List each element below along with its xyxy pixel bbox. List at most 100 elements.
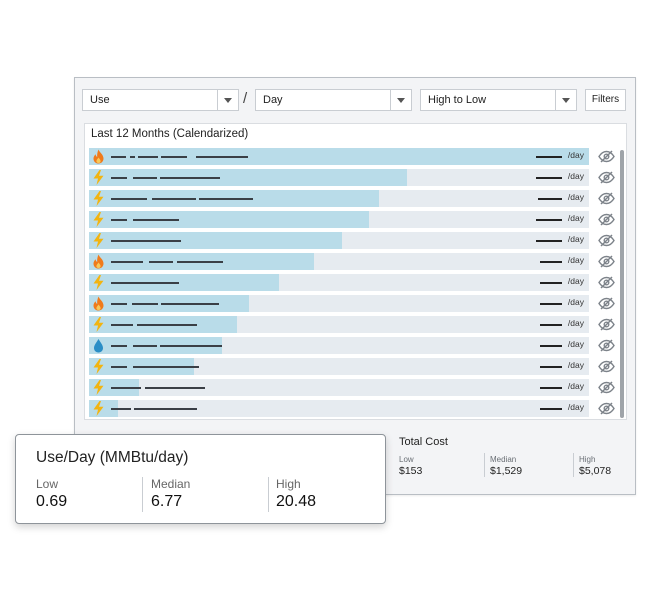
select-divider [217, 90, 218, 110]
card-high-value: 20.48 [276, 493, 317, 510]
eye-off-icon[interactable] [598, 402, 615, 415]
unit-label: /day [567, 234, 584, 244]
card-divider [142, 477, 143, 512]
list-item[interactable]: /day [89, 379, 589, 396]
total-cost-high-label: High [579, 455, 596, 464]
meter-value-redacted [540, 303, 562, 305]
total-cost-median-label: Median [490, 455, 517, 464]
usage-bar [89, 211, 369, 228]
list-item[interactable]: /day [89, 253, 589, 270]
list-item[interactable]: /day [89, 274, 589, 291]
list-item[interactable]: /day [89, 358, 589, 375]
summary-divider [573, 453, 574, 477]
list-item[interactable]: /day [89, 148, 589, 165]
unit-label: /day [567, 213, 584, 223]
usage-bar [89, 400, 118, 417]
benchmark-panel: Use / Day High to Low Filters Last 12 Mo… [74, 77, 636, 495]
unit-label: /day [567, 255, 584, 265]
eye-off-icon[interactable] [598, 192, 615, 205]
meter-value-redacted [540, 408, 562, 410]
total-cost-title: Total Cost [399, 436, 448, 448]
bolt-icon [92, 317, 105, 332]
chevron-down-icon [397, 98, 405, 103]
eye-off-icon[interactable] [598, 276, 615, 289]
total-cost-median-value: $1,529 [490, 465, 523, 477]
unit-label: /day [567, 402, 584, 412]
unit-label: /day [567, 297, 584, 307]
eye-off-icon[interactable] [598, 297, 615, 310]
summary-divider [484, 453, 485, 477]
card-median-value: 6.77 [151, 493, 183, 510]
meter-value-redacted [540, 345, 562, 347]
eye-off-icon[interactable] [598, 150, 615, 163]
bolt-icon [92, 212, 105, 227]
meter-value-redacted [536, 219, 562, 221]
meter-value-redacted [536, 156, 562, 158]
meter-value-redacted [540, 387, 562, 389]
flame-icon [92, 296, 105, 311]
bolt-icon [92, 170, 105, 185]
use-per-day-card: Use/Day (MMBtu/day) Low 0.69 Median 6.77… [15, 434, 386, 524]
card-low-label: Low [36, 477, 59, 491]
meter-value-redacted [540, 366, 562, 368]
unit-label: /day [567, 318, 584, 328]
unit-label: /day [567, 360, 584, 370]
unit-label: /day [567, 171, 584, 181]
select-divider [390, 90, 391, 110]
eye-off-icon[interactable] [598, 255, 615, 268]
period-select[interactable]: Day [255, 89, 412, 111]
total-cost-low-value: $153 [399, 465, 423, 477]
eye-off-icon[interactable] [598, 381, 615, 394]
drop-icon [92, 338, 105, 353]
meter-list: Last 12 Months (Calendarized) /day/day/d… [84, 123, 627, 420]
filters-button[interactable]: Filters [585, 89, 626, 111]
list-item[interactable]: /day [89, 400, 589, 417]
bolt-icon [92, 359, 105, 374]
total-cost-high-value: $5,078 [579, 465, 612, 477]
period-select-value: Day [263, 94, 283, 106]
list-item[interactable]: /day [89, 211, 589, 228]
bolt-icon [92, 275, 105, 290]
metric-select-value: Use [90, 94, 110, 106]
eye-off-icon[interactable] [598, 234, 615, 247]
flame-icon [92, 254, 105, 269]
card-low-value: 0.69 [36, 493, 68, 510]
separator-slash: / [243, 90, 248, 107]
meter-value-redacted [540, 282, 562, 284]
sort-select[interactable]: High to Low [420, 89, 577, 111]
eye-off-icon[interactable] [598, 339, 615, 352]
eye-off-icon[interactable] [598, 318, 615, 331]
list-item[interactable]: /day [89, 190, 589, 207]
card-median-label: Median [151, 477, 191, 491]
list-item[interactable]: /day [89, 169, 589, 186]
usage-bar [89, 274, 279, 291]
meter-value-redacted [540, 324, 562, 326]
bolt-icon [92, 191, 105, 206]
list-item[interactable]: /day [89, 295, 589, 312]
meter-value-redacted [538, 198, 562, 200]
scrollbar[interactable] [620, 150, 624, 418]
chevron-down-icon [562, 98, 570, 103]
usage-bar [89, 232, 342, 249]
chevron-down-icon [224, 98, 232, 103]
meter-value-redacted [536, 177, 562, 179]
eye-off-icon[interactable] [598, 213, 615, 226]
unit-label: /day [567, 381, 584, 391]
metric-select[interactable]: Use [82, 89, 239, 111]
unit-label: /day [567, 339, 584, 349]
list-item[interactable]: /day [89, 232, 589, 249]
card-high-label: High [276, 477, 301, 491]
bolt-icon [92, 401, 105, 416]
sort-select-value: High to Low [428, 94, 487, 106]
unit-label: /day [567, 276, 584, 286]
total-cost-low-label: Low [399, 455, 414, 464]
meter-value-redacted [540, 261, 562, 263]
eye-off-icon[interactable] [598, 360, 615, 373]
flame-icon [92, 149, 105, 164]
eye-off-icon[interactable] [598, 171, 615, 184]
list-item[interactable]: /day [89, 316, 589, 333]
bolt-icon [92, 233, 105, 248]
bolt-icon [92, 380, 105, 395]
unit-label: /day [567, 192, 584, 202]
list-item[interactable]: /day [89, 337, 589, 354]
